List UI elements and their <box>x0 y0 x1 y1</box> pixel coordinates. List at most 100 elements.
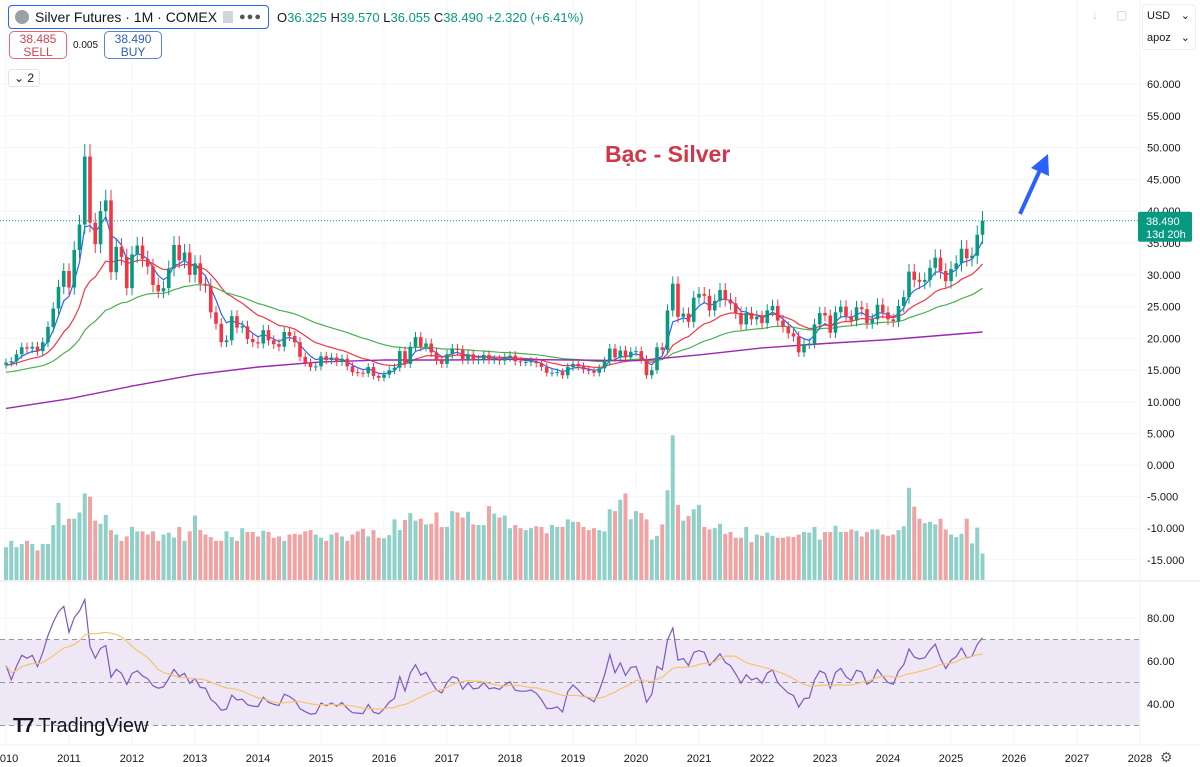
volume-bar <box>292 533 297 580</box>
candle-body <box>849 316 854 321</box>
volume-bar <box>723 533 728 580</box>
volume-bar <box>434 512 439 580</box>
candle-body <box>775 305 780 321</box>
candle-body <box>838 306 843 313</box>
flag-icon[interactable] <box>223 11 234 23</box>
volume-bar <box>623 493 628 580</box>
candle-body <box>723 290 728 300</box>
candle-body <box>376 375 381 378</box>
candle-body <box>450 348 455 355</box>
indicator-count: 2 <box>27 71 35 85</box>
settings-gear-icon[interactable]: ⚙ <box>1160 749 1173 765</box>
ellipsis-icon[interactable]: ●●● <box>239 11 262 23</box>
volume-bar <box>25 540 29 580</box>
currency-value: USD <box>1147 10 1171 22</box>
candle-body <box>261 330 266 344</box>
sell-price: 38.485 <box>19 32 57 46</box>
download-icon[interactable]: ↓ <box>1092 8 1098 22</box>
volume-bar <box>765 532 770 580</box>
price-axis-label: 25.000 <box>1147 302 1181 314</box>
candle-body <box>786 326 791 334</box>
candle-body <box>466 354 470 361</box>
candle-body <box>476 359 481 361</box>
unit-select[interactable]: apoz ⌄ <box>1143 27 1195 49</box>
volume-bar <box>833 525 838 580</box>
candle-body <box>4 362 8 365</box>
volume-bar <box>282 540 287 580</box>
candle-body <box>235 316 239 328</box>
volume-bar <box>854 530 859 580</box>
volume-bar <box>928 521 932 580</box>
candle-body <box>791 333 796 337</box>
volume-bar <box>812 526 817 580</box>
unit-value: apoz <box>1147 32 1171 44</box>
volume-bar <box>135 531 140 580</box>
volume-bar <box>560 526 565 580</box>
volume-bar <box>187 531 192 580</box>
volume-bar <box>529 528 533 580</box>
volume-bar <box>361 528 365 580</box>
candle-body <box>229 316 234 341</box>
chevron-down-icon: ⌄ <box>1180 32 1190 44</box>
candle-body <box>403 351 407 364</box>
candle-body <box>82 156 87 225</box>
volume-bar <box>497 517 502 580</box>
candle-body <box>308 362 313 368</box>
candle-body <box>145 258 150 267</box>
volume-bar <box>208 537 213 580</box>
fullscreen-icon[interactable]: ▢ <box>1116 8 1128 22</box>
volume-bar <box>418 518 423 580</box>
sell-button[interactable]: 38.485 SELL <box>9 31 67 59</box>
currency-select[interactable]: USD ⌄ <box>1143 5 1195 27</box>
candle-body <box>859 307 864 310</box>
candle-body <box>250 339 255 343</box>
price-axis-label: 55.000 <box>1147 111 1181 123</box>
volume-bar <box>655 535 659 580</box>
candle-body <box>124 256 129 289</box>
candle-body <box>313 366 318 368</box>
candle-body <box>361 372 365 374</box>
candle-body <box>975 234 980 256</box>
volume-bar <box>124 536 129 580</box>
volume-bar <box>140 531 145 580</box>
candle-body <box>287 332 292 336</box>
time-axis-label: 2022 <box>750 753 774 765</box>
candle-body <box>392 367 397 371</box>
symbol-title: Silver Futures · 1M · COMEX <box>35 9 218 25</box>
candle-body <box>30 346 35 349</box>
volume-bar <box>581 526 586 580</box>
volume-bar <box>256 536 260 580</box>
candle-body <box>891 319 896 322</box>
tradingview-logo[interactable]: T7 TradingView <box>13 715 148 738</box>
candle-body <box>72 249 77 288</box>
candle-body <box>665 310 670 350</box>
volume-bar <box>287 534 292 580</box>
candle-body <box>980 220 985 235</box>
volume-bar <box>823 531 827 580</box>
candle-body <box>760 316 764 324</box>
top-right-tools: ↓ ▢ <box>1092 8 1127 22</box>
symbol-selector[interactable]: Silver Futures · 1M · COMEX ●●● <box>8 5 269 29</box>
volume-bar <box>387 535 392 580</box>
volume-bar <box>366 536 371 580</box>
time-axis-label: 2017 <box>435 753 459 765</box>
volume-bar <box>240 528 245 580</box>
candle-body <box>172 244 176 269</box>
buy-button[interactable]: 38.490 BUY <box>104 31 163 59</box>
volume-bar <box>198 530 203 580</box>
candle-body <box>912 271 917 280</box>
candle-body <box>655 347 659 371</box>
candle-body <box>796 336 801 353</box>
last-price-value: 38.490 <box>1146 216 1180 228</box>
volume-bar <box>350 534 355 580</box>
price-axis-label: 50.000 <box>1147 143 1181 155</box>
candle-body <box>182 252 187 261</box>
volume-bar <box>749 542 754 580</box>
candle-body <box>366 367 371 374</box>
candle-body <box>140 245 145 259</box>
volume-bar <box>949 534 953 580</box>
volume-bar <box>182 540 187 580</box>
candle-body <box>597 368 602 373</box>
indicators-toggle-button[interactable]: ⌄ 2 <box>8 69 41 87</box>
